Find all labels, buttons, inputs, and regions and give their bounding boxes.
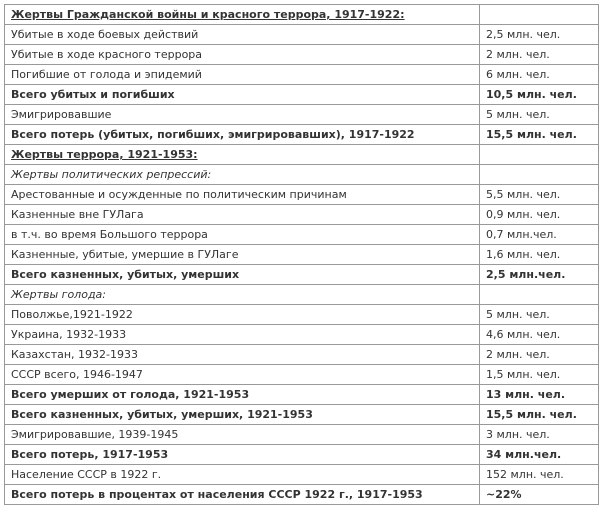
table-row: Население СССР в 1922 г. 152 млн. чел. [4, 464, 599, 485]
row-value: 5 млн. чел. [479, 104, 599, 125]
row-value: 34 млн.чел. [479, 444, 599, 465]
row-label: Эмигрировавшие [4, 104, 480, 125]
row-label: в т.ч. во время Большого террора [4, 224, 480, 245]
row-value: 5,5 млн. чел. [479, 184, 599, 205]
table-row: Убитые в ходе красного террора 2 млн. чел… [4, 44, 599, 65]
row-label: Казненные вне ГУЛага [4, 204, 480, 225]
row-label: Жертвы Гражданской войны и красного терр… [4, 4, 480, 25]
row-value: 3 млн. чел. [479, 424, 599, 445]
row-value: 2,5 млн. чел. [479, 24, 599, 45]
row-label: Поволжье,1921-1922 [4, 304, 480, 325]
row-label: СССР всего, 1946-1947 [4, 364, 480, 385]
row-label: Всего умерших от голода, 1921-1953 [4, 384, 480, 405]
table-row: Казахстан, 1932-1933 2 млн. чел. [4, 344, 599, 365]
table-row: Убитые в ходе боевых действий 2,5 млн. че… [4, 24, 599, 45]
table-row: Всего потерь (убитых, погибших, эмигриро… [4, 124, 599, 145]
row-value: ~22% [479, 484, 599, 505]
table-row: Жертвы голода: [4, 284, 599, 305]
row-value: 6 млн. чел. [479, 64, 599, 85]
row-label: Убитые в ходе боевых действий [4, 24, 480, 45]
table-row: Всего казненных, убитых, умерших, 1921-1… [4, 404, 599, 425]
row-value: 1,5 млн. чел. [479, 364, 599, 385]
table-row: Всего убитых и погибших 10,5 млн. чел. [4, 84, 599, 105]
row-label: Всего убитых и погибших [4, 84, 480, 105]
table-row: Эмигрировавшие, 1939-1945 3 млн. чел. [4, 424, 599, 445]
table-row: Всего умерших от голода, 1921-1953 13 млн… [4, 384, 599, 405]
row-value [479, 144, 599, 165]
row-label: Эмигрировавшие, 1939-1945 [4, 424, 480, 445]
row-label: Всего казненных, убитых, умерших, 1921-1… [4, 404, 480, 425]
row-value: 15,5 млн. чел. [479, 404, 599, 425]
row-label: Жертвы террора, 1921-1953: [4, 144, 480, 165]
row-value: 15,5 млн. чел. [479, 124, 599, 145]
table-row: Эмигрировавшие 5 млн. чел. [4, 104, 599, 125]
table-body: Жертвы Гражданской войны и красного терр… [4, 4, 599, 505]
row-value [479, 284, 599, 305]
table-row: Жертвы Гражданской войны и красного терр… [4, 4, 599, 25]
row-label: Всего потерь, 1917-1953 [4, 444, 480, 465]
table-row: Всего казненных, убитых, умерших 2,5 млн.… [4, 264, 599, 285]
table-row: Погибшие от голода и эпидемий 6 млн. чел. [4, 64, 599, 85]
row-value: 0,9 млн. чел. [479, 204, 599, 225]
row-value [479, 4, 599, 25]
table-row: Казненные вне ГУЛага 0,9 млн. чел. [4, 204, 599, 225]
row-label: Украина, 1932-1933 [4, 324, 480, 345]
row-label: Всего казненных, убитых, умерших [4, 264, 480, 285]
row-value: 1,6 млн. чел. [479, 244, 599, 265]
casualties-table: Жертвы Гражданской войны и красного терр… [4, 4, 599, 505]
row-label: Казахстан, 1932-1933 [4, 344, 480, 365]
row-label: Казненные, убитые, умершие в ГУЛаге [4, 244, 480, 265]
row-label: Всего потерь в процентах от населения СС… [4, 484, 480, 505]
row-value: 0,7 млн.чел. [479, 224, 599, 245]
row-value: 13 млн. чел. [479, 384, 599, 405]
table-row: в т.ч. во время Большого террора 0,7 млн.… [4, 224, 599, 245]
row-value: 2 млн. чел. [479, 44, 599, 65]
row-label: Всего потерь (убитых, погибших, эмигриро… [4, 124, 480, 145]
row-label: Погибшие от голода и эпидемий [4, 64, 480, 85]
row-label: Население СССР в 1922 г. [4, 464, 480, 485]
row-value: 152 млн. чел. [479, 464, 599, 485]
row-label: Жертвы политических репрессий: [4, 164, 480, 185]
table-row: Казненные, убитые, умершие в ГУЛаге 1,6 м… [4, 244, 599, 265]
row-value: 4,6 млн. чел. [479, 324, 599, 345]
row-value: 2,5 млн.чел. [479, 264, 599, 285]
table-row: Украина, 1932-1933 4,6 млн. чел. [4, 324, 599, 345]
table-row: Поволжье,1921-1922 5 млн. чел. [4, 304, 599, 325]
table-row: Жертвы террора, 1921-1953: [4, 144, 599, 165]
row-label: Убитые в ходе красного террора [4, 44, 480, 65]
row-label: Арестованные и осужденные по политически… [4, 184, 480, 205]
table-row: Жертвы политических репрессий: [4, 164, 599, 185]
table-row: Всего потерь в процентах от населения СС… [4, 484, 599, 505]
row-value [479, 164, 599, 185]
row-value: 5 млн. чел. [479, 304, 599, 325]
table-row: Всего потерь, 1917-1953 34 млн.чел. [4, 444, 599, 465]
row-value: 10,5 млн. чел. [479, 84, 599, 105]
row-value: 2 млн. чел. [479, 344, 599, 365]
row-label: Жертвы голода: [4, 284, 480, 305]
table-row: СССР всего, 1946-1947 1,5 млн. чел. [4, 364, 599, 385]
table-row: Арестованные и осужденные по политически… [4, 184, 599, 205]
